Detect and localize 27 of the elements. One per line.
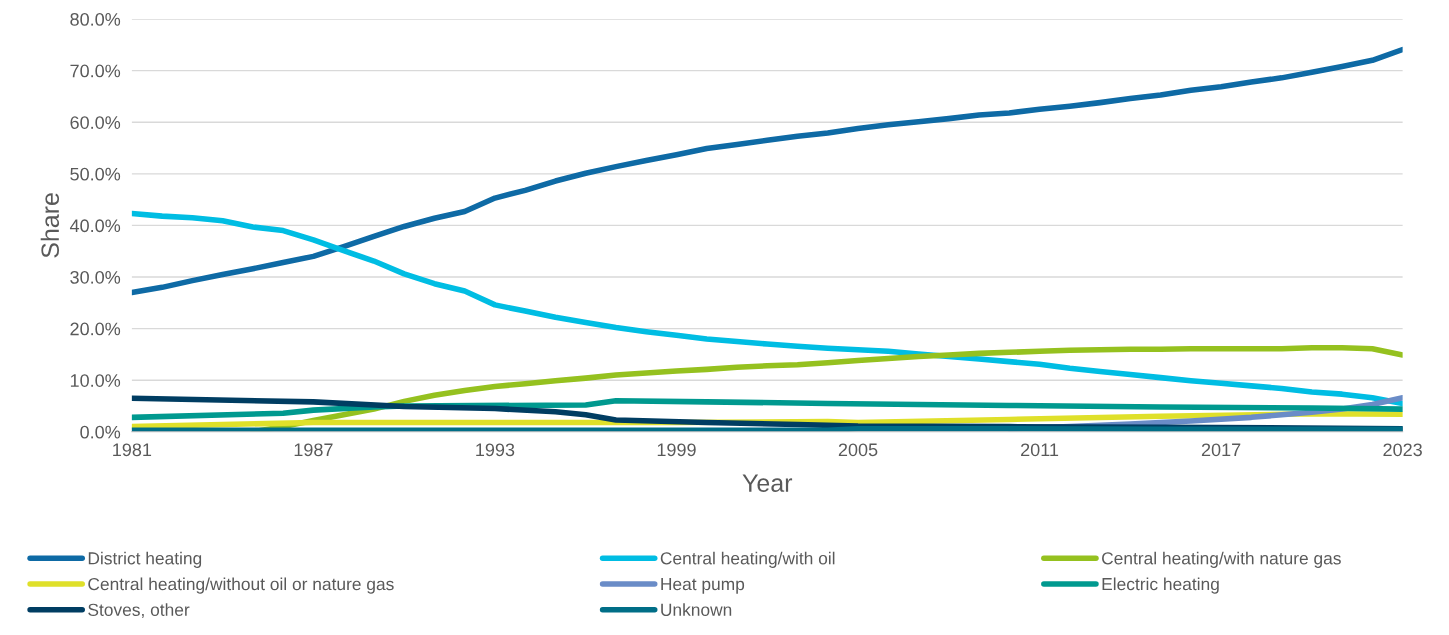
y-tick-label: 20.0% xyxy=(70,322,121,336)
legend-label: District heating xyxy=(88,551,202,568)
x-tick-label: 1993 xyxy=(476,443,515,457)
x-tick-label: 2011 xyxy=(1021,443,1059,457)
y-tick-label: 10.0% xyxy=(70,374,121,387)
legend-label: Central heating/without oil or nature gas xyxy=(88,577,394,594)
y-tick-label: 50.0% xyxy=(70,167,121,181)
legend-label: Unknown xyxy=(661,603,732,616)
y-axis-title: Share xyxy=(40,193,60,258)
y-tick-label: 70.0% xyxy=(70,64,121,78)
y-tick-label: 0.0% xyxy=(80,425,121,439)
legend-label: Stoves, other xyxy=(88,603,190,618)
legend-label: Central heating/with nature gas xyxy=(1102,551,1341,568)
x-tick-label: 2017 xyxy=(1201,443,1241,457)
x-axis-title: Year xyxy=(742,474,793,492)
legend-label: Heat pump xyxy=(661,578,745,594)
legend-label: Electric heating xyxy=(1102,577,1219,594)
y-tick-label: 60.0% xyxy=(70,116,121,129)
x-tick-label: 1999 xyxy=(657,443,696,457)
x-tick-label: 2005 xyxy=(838,443,878,457)
y-tick-label: 30.0% xyxy=(70,270,121,284)
x-tick-label: 1981 xyxy=(113,443,152,457)
legend-label: Central heating/with oil xyxy=(660,551,835,568)
x-tick-label: 2023 xyxy=(1383,443,1422,457)
y-tick-label: 40.0% xyxy=(69,219,121,233)
x-tick-label: 1987 xyxy=(294,443,333,457)
y-tick-label: 80.0% xyxy=(70,12,121,26)
